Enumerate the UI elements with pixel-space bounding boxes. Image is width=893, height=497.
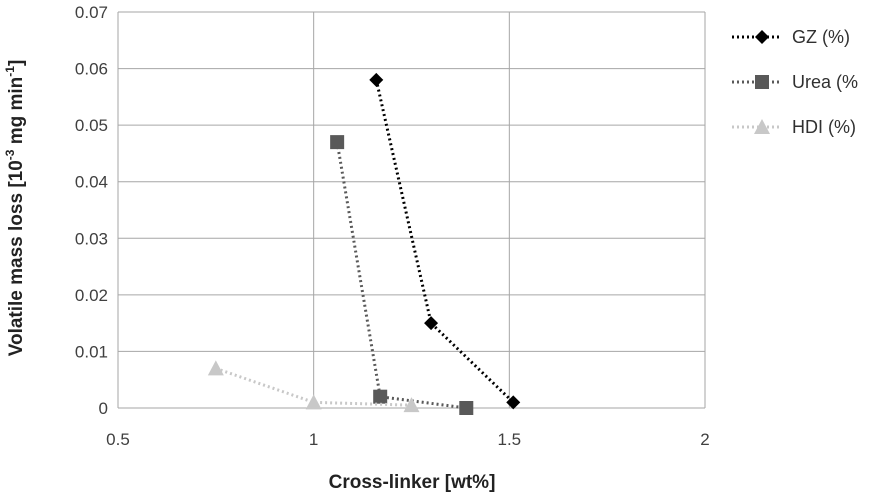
y-tick-label: 0.01 [75,342,108,361]
data-point [403,397,420,413]
y-tick-labels: 0 0.01 0.02 0.03 0.04 0.05 0.06 0.07 [75,3,108,418]
x-tick-labels: 0.5 1 1.5 2 [106,430,710,449]
data-point [373,389,388,404]
x-tick-label: 1.5 [498,430,522,449]
legend: GZ (%) Urea (% HDI (%) [732,27,858,137]
y-tick-label: 0.05 [75,116,108,135]
legend-item: GZ (%) [732,27,850,47]
y-tick-label: 0.06 [75,60,108,79]
y-tick-label: 0.02 [75,286,108,305]
legend-item: Urea (% [732,72,858,92]
grid-lines [117,11,706,408]
legend-marker [754,119,770,134]
axes [117,12,705,409]
x-tick-label: 0.5 [106,430,130,449]
data-point [424,316,439,331]
y-axis-title: Volatile mass loss [10-3 mg min-1] [3,60,27,357]
data-point [330,135,345,150]
y-tick-label: 0 [99,399,108,418]
series-line [374,79,515,404]
data-series [207,72,521,415]
x-tick-label: 1 [309,430,318,449]
legend-marker [755,30,769,44]
y-tick-label: 0.07 [75,3,108,22]
data-point [369,72,384,87]
series-diamond [369,72,521,410]
legend-item: HDI (%) [732,117,856,137]
legend-label: GZ (%) [792,27,850,47]
y-tick-label: 0.04 [75,173,108,192]
data-point [506,395,521,410]
series-line [335,141,467,410]
data-point [459,401,474,415]
data-point [207,360,224,376]
legend-label: HDI (%) [792,117,856,137]
series-square [330,135,474,415]
data-point [305,394,322,410]
x-axis-title: Cross-linker [wt%] [329,472,496,493]
x-tick-label: 2 [700,430,709,449]
series-triangle [207,360,420,413]
y-tick-label: 0.03 [75,229,108,248]
legend-marker [755,75,769,89]
legend-label: Urea (% [792,72,858,92]
